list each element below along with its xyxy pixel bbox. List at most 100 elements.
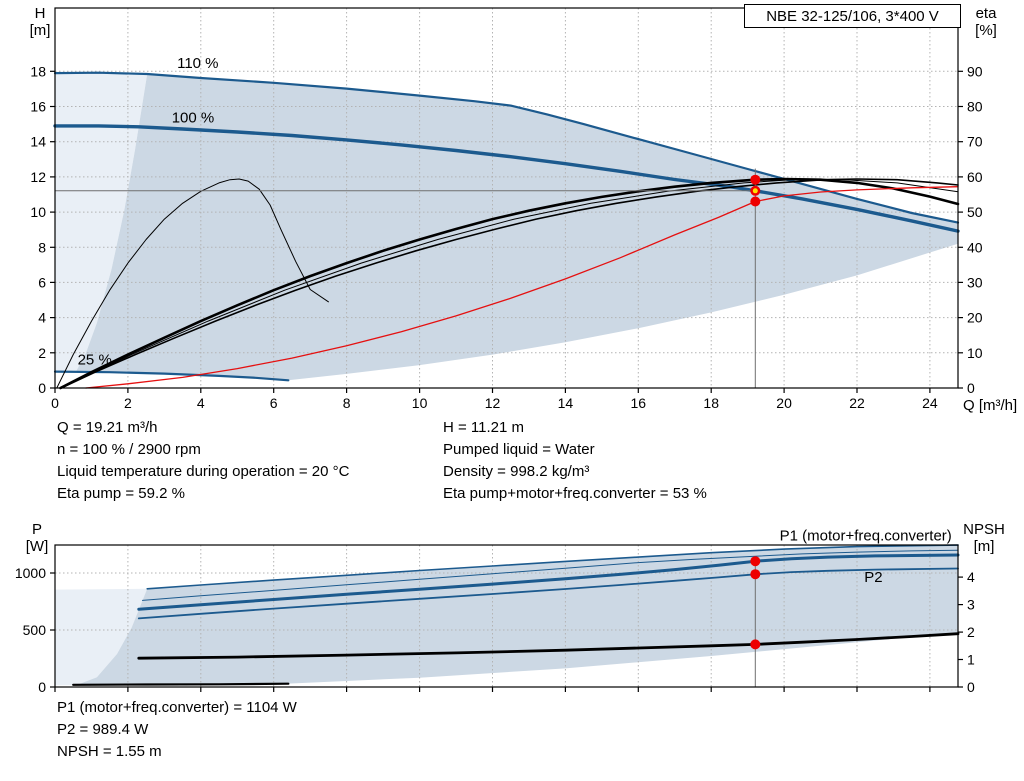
npsh-axis-unit: [m] xyxy=(973,538,995,555)
eta-pump-25 xyxy=(56,178,329,389)
y-tick-label: 0 xyxy=(38,380,46,396)
hq-eta-chart: 110 %100 %25 %0 2 4 6 8 10 12 14 16 18 20 22 2402468… xyxy=(30,7,983,411)
low-flow-region xyxy=(55,72,148,372)
p1-point xyxy=(750,556,761,567)
p-axis-symbol: P xyxy=(31,521,42,538)
y-tick-label: 18 xyxy=(30,63,46,79)
h-axis-symbol: H xyxy=(34,5,46,22)
y2-tick-label: 3 xyxy=(967,597,975,613)
p1-upper-thin xyxy=(142,549,959,601)
x-tick-label: 22 xyxy=(849,395,865,411)
npsh-point xyxy=(750,639,761,650)
y-tick-label: 8 xyxy=(38,239,46,255)
y-tick-label: 1000 xyxy=(15,565,46,581)
x-tick-label: 16 xyxy=(631,395,647,411)
y2-tick-label: 1 xyxy=(967,652,975,668)
duty-point-center xyxy=(752,188,758,194)
info-line-npsh: NPSH = 1.55 m xyxy=(57,743,162,760)
y2-tick-label: 10 xyxy=(967,345,983,361)
y-tick-label: 16 xyxy=(30,99,46,115)
plot-border xyxy=(54,7,959,389)
npsh-25pct xyxy=(72,682,290,686)
p-axis-unit: [W] xyxy=(25,538,49,555)
y-tick-label: 2 xyxy=(38,345,46,361)
q-axis-text: Q [m³/h] xyxy=(963,397,1018,414)
eta-pump-105 xyxy=(60,178,959,389)
info-line-h: H = 11.21 m xyxy=(443,419,525,436)
info-line-temp: Liquid temperature during operation = 20… xyxy=(57,463,350,480)
curve-25pct xyxy=(53,370,290,382)
y2-tick-label: 70 xyxy=(967,134,983,150)
eta-total xyxy=(85,186,959,389)
plot-border xyxy=(54,544,959,688)
info-line-eta-pump: Eta pump = 59.2 % xyxy=(57,485,185,502)
curve-110pct xyxy=(53,71,960,224)
power-info: P1 (motor+freq.converter) = 1104 W P2 = … xyxy=(57,697,297,763)
eta-axis-label: eta [%] xyxy=(966,5,1006,39)
p1-max-boundary xyxy=(146,544,959,590)
y2-tick-label: 50 xyxy=(967,204,983,220)
eta-axis-symbol: eta xyxy=(975,5,997,22)
y2-tick-label: 30 xyxy=(967,274,983,290)
p1-curve xyxy=(137,553,960,611)
h-axis-unit: [m] xyxy=(29,22,51,39)
x-tick-label: 14 xyxy=(558,395,574,411)
label-25pct: 25 % xyxy=(78,351,112,368)
npsh-axis-label: NPSH [m] xyxy=(956,521,1012,555)
x-tick-label: 8 xyxy=(343,395,351,411)
y2-tick-label: 90 xyxy=(967,63,983,79)
operating-envelope xyxy=(76,74,958,381)
y-tick-label: 500 xyxy=(23,622,47,638)
y2-tick-label: 0 xyxy=(967,679,975,695)
pump-title: NBE 32-125/106, 3*400 V xyxy=(766,7,939,25)
label-100pct: 100 % xyxy=(172,109,215,126)
x-tick-label: 4 xyxy=(197,395,205,411)
h-axis-label: H [m] xyxy=(22,5,58,39)
eta-total-point xyxy=(750,196,761,207)
p2-curve xyxy=(137,567,959,620)
y-tick-label: 0 xyxy=(38,679,46,695)
info-line-eta-total: Eta pump+motor+freq.converter = 53 % xyxy=(443,485,707,502)
y-tick-label: 14 xyxy=(30,134,46,150)
y2-tick-label: 0 xyxy=(967,380,975,396)
eta-axis-unit: [%] xyxy=(975,22,997,39)
y-tick-label: 10 xyxy=(30,204,46,220)
eta-pump-point xyxy=(750,174,761,185)
y-tick-label: 4 xyxy=(38,310,46,326)
p-axis-label: P [W] xyxy=(18,521,56,555)
x-tick-label: 10 xyxy=(412,395,428,411)
x-tick-label: 18 xyxy=(703,395,719,411)
info-line-p2: P2 = 989.4 W xyxy=(57,721,149,738)
x-tick-label: 0 xyxy=(51,395,59,411)
x-tick-label: 12 xyxy=(485,395,501,411)
label-p1: P1 (motor+freq.converter) xyxy=(780,528,952,545)
duty-info-left: Q = 19.21 m³/h n = 100 % / 2900 rpm Liqu… xyxy=(57,417,349,505)
npsh-axis-symbol: NPSH xyxy=(963,521,1005,538)
y2-tick-label: 80 xyxy=(967,99,983,115)
npsh-curve xyxy=(137,632,960,660)
p2-point xyxy=(750,569,761,580)
curve-100pct xyxy=(53,124,960,233)
info-line-q: Q = 19.21 m³/h xyxy=(57,419,158,436)
label-p2: P2 xyxy=(864,569,882,586)
x-tick-label: 24 xyxy=(922,395,938,411)
x-tick-label: 20 xyxy=(776,395,792,411)
label-110pct: 110 % xyxy=(177,55,218,72)
y2-tick-label: 4 xyxy=(967,569,975,585)
power-envelope xyxy=(76,545,958,686)
pump-title-box: NBE 32-125/106, 3*400 V xyxy=(744,4,961,28)
info-line-n: n = 100 % / 2900 rpm xyxy=(57,441,201,458)
y2-tick-label: 2 xyxy=(967,624,975,640)
duty-info-right: H = 11.21 m Pumped liquid = Water Densit… xyxy=(443,417,707,505)
y2-tick-label: 40 xyxy=(967,239,983,255)
x-tick-label: 6 xyxy=(270,395,278,411)
y-tick-label: 6 xyxy=(38,274,46,290)
q-axis-label: Q [m³/h] xyxy=(963,397,1024,414)
low-flow-region-p xyxy=(55,588,148,686)
y2-tick-label: 60 xyxy=(967,169,983,185)
power-npsh-chart: P1 (motor+freq.converter) P2 0 500 1000 0 1 2 3 4 xyxy=(15,528,975,695)
y-tick-label: 12 xyxy=(30,169,46,185)
info-line-p1: P1 (motor+freq.converter) = 1104 W xyxy=(57,699,297,716)
